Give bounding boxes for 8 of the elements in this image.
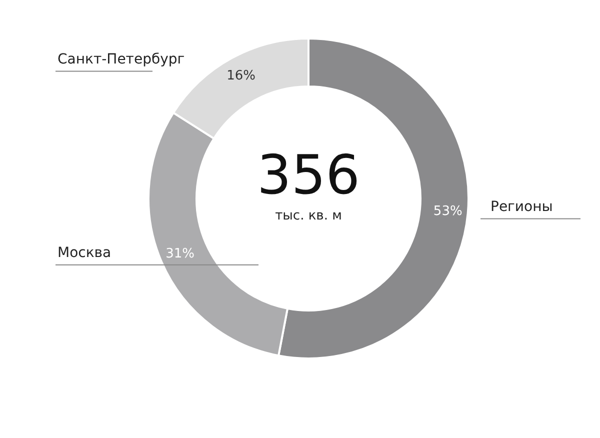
slice-label: Регионы	[490, 198, 553, 215]
data-label: 53%	[433, 204, 462, 220]
text: 356	[256, 144, 360, 206]
data-label: 31%	[166, 246, 194, 262]
text: тыс. кв. м	[275, 208, 342, 224]
slice-label: Москва	[58, 244, 112, 261]
slice-label: Санкт-Петербург	[58, 51, 185, 68]
data-label: 16%	[226, 68, 256, 84]
